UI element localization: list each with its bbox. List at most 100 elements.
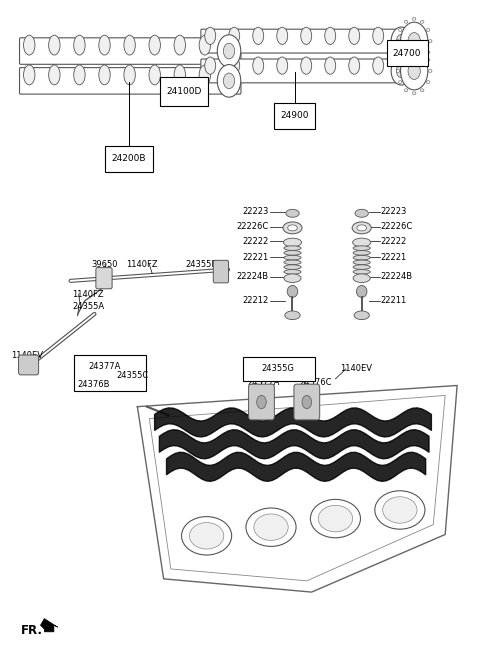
Circle shape	[217, 65, 241, 97]
Ellipse shape	[420, 59, 424, 62]
Ellipse shape	[24, 35, 35, 55]
Circle shape	[302, 396, 312, 409]
Ellipse shape	[420, 89, 424, 92]
Ellipse shape	[405, 50, 408, 53]
Ellipse shape	[99, 65, 110, 85]
Ellipse shape	[353, 255, 370, 260]
Ellipse shape	[181, 517, 232, 555]
Ellipse shape	[149, 35, 160, 55]
Ellipse shape	[426, 29, 430, 31]
Ellipse shape	[383, 497, 417, 523]
Ellipse shape	[420, 50, 424, 53]
Ellipse shape	[353, 274, 370, 283]
Ellipse shape	[325, 57, 336, 74]
Text: 1140EV: 1140EV	[11, 350, 43, 360]
Circle shape	[396, 64, 406, 78]
FancyBboxPatch shape	[249, 384, 275, 420]
Text: 22226C: 22226C	[236, 222, 269, 231]
Ellipse shape	[412, 47, 416, 50]
Ellipse shape	[355, 209, 368, 217]
Circle shape	[396, 35, 406, 48]
Ellipse shape	[357, 285, 367, 297]
Ellipse shape	[420, 21, 424, 23]
FancyBboxPatch shape	[275, 102, 315, 129]
Ellipse shape	[353, 260, 370, 265]
Text: 24200B: 24200B	[111, 154, 146, 164]
Ellipse shape	[426, 51, 430, 54]
Ellipse shape	[396, 70, 400, 72]
Ellipse shape	[48, 65, 60, 85]
Circle shape	[223, 73, 235, 88]
Ellipse shape	[205, 57, 216, 74]
Ellipse shape	[311, 499, 360, 538]
Ellipse shape	[426, 80, 430, 84]
Ellipse shape	[124, 65, 135, 85]
Ellipse shape	[398, 51, 402, 54]
Ellipse shape	[349, 57, 360, 74]
Ellipse shape	[284, 269, 301, 274]
Ellipse shape	[325, 27, 336, 45]
Circle shape	[257, 396, 266, 409]
Ellipse shape	[353, 265, 370, 269]
Circle shape	[217, 35, 241, 67]
Circle shape	[400, 52, 428, 90]
Ellipse shape	[353, 238, 371, 247]
FancyBboxPatch shape	[20, 38, 241, 65]
Ellipse shape	[229, 57, 240, 74]
Circle shape	[408, 63, 420, 79]
Ellipse shape	[405, 59, 408, 62]
Ellipse shape	[283, 238, 301, 247]
Ellipse shape	[284, 274, 301, 283]
Text: 24900: 24900	[281, 112, 309, 120]
Ellipse shape	[373, 57, 384, 74]
Ellipse shape	[353, 269, 370, 274]
Ellipse shape	[426, 59, 430, 61]
Ellipse shape	[318, 505, 353, 532]
Ellipse shape	[99, 35, 110, 55]
Ellipse shape	[373, 27, 384, 45]
Ellipse shape	[284, 255, 301, 260]
Ellipse shape	[48, 35, 60, 55]
Ellipse shape	[429, 40, 432, 43]
Ellipse shape	[349, 27, 360, 45]
Text: 22226C: 22226C	[381, 222, 413, 231]
Ellipse shape	[285, 311, 300, 320]
Text: 22221: 22221	[381, 253, 407, 261]
Ellipse shape	[412, 17, 416, 20]
Ellipse shape	[74, 35, 85, 55]
Ellipse shape	[284, 260, 301, 265]
Ellipse shape	[74, 65, 85, 85]
Text: 39650: 39650	[91, 260, 118, 269]
Ellipse shape	[174, 65, 185, 85]
Ellipse shape	[199, 35, 211, 55]
Text: 22224B: 22224B	[381, 273, 413, 281]
Ellipse shape	[246, 508, 296, 547]
FancyBboxPatch shape	[19, 355, 38, 375]
Text: 1140EV: 1140EV	[340, 364, 372, 374]
Text: 22223: 22223	[381, 207, 407, 217]
Text: 24355C: 24355C	[116, 371, 148, 380]
Circle shape	[408, 33, 420, 50]
Text: 22212: 22212	[242, 296, 269, 305]
Ellipse shape	[286, 209, 299, 217]
Ellipse shape	[405, 21, 408, 23]
Ellipse shape	[149, 65, 160, 85]
Ellipse shape	[353, 251, 370, 255]
Ellipse shape	[283, 222, 302, 234]
Ellipse shape	[284, 251, 301, 255]
Ellipse shape	[277, 57, 288, 74]
Ellipse shape	[429, 70, 432, 72]
FancyBboxPatch shape	[20, 68, 241, 94]
Ellipse shape	[412, 62, 416, 65]
Text: 24355A: 24355A	[72, 301, 104, 311]
Ellipse shape	[277, 27, 288, 45]
Ellipse shape	[190, 523, 224, 549]
Ellipse shape	[287, 285, 298, 297]
Circle shape	[223, 43, 235, 59]
Text: 22221: 22221	[242, 253, 269, 261]
Text: 24355G: 24355G	[262, 364, 294, 374]
Ellipse shape	[199, 65, 211, 85]
Ellipse shape	[353, 246, 370, 251]
Ellipse shape	[301, 57, 312, 74]
Text: 22222: 22222	[242, 237, 269, 245]
